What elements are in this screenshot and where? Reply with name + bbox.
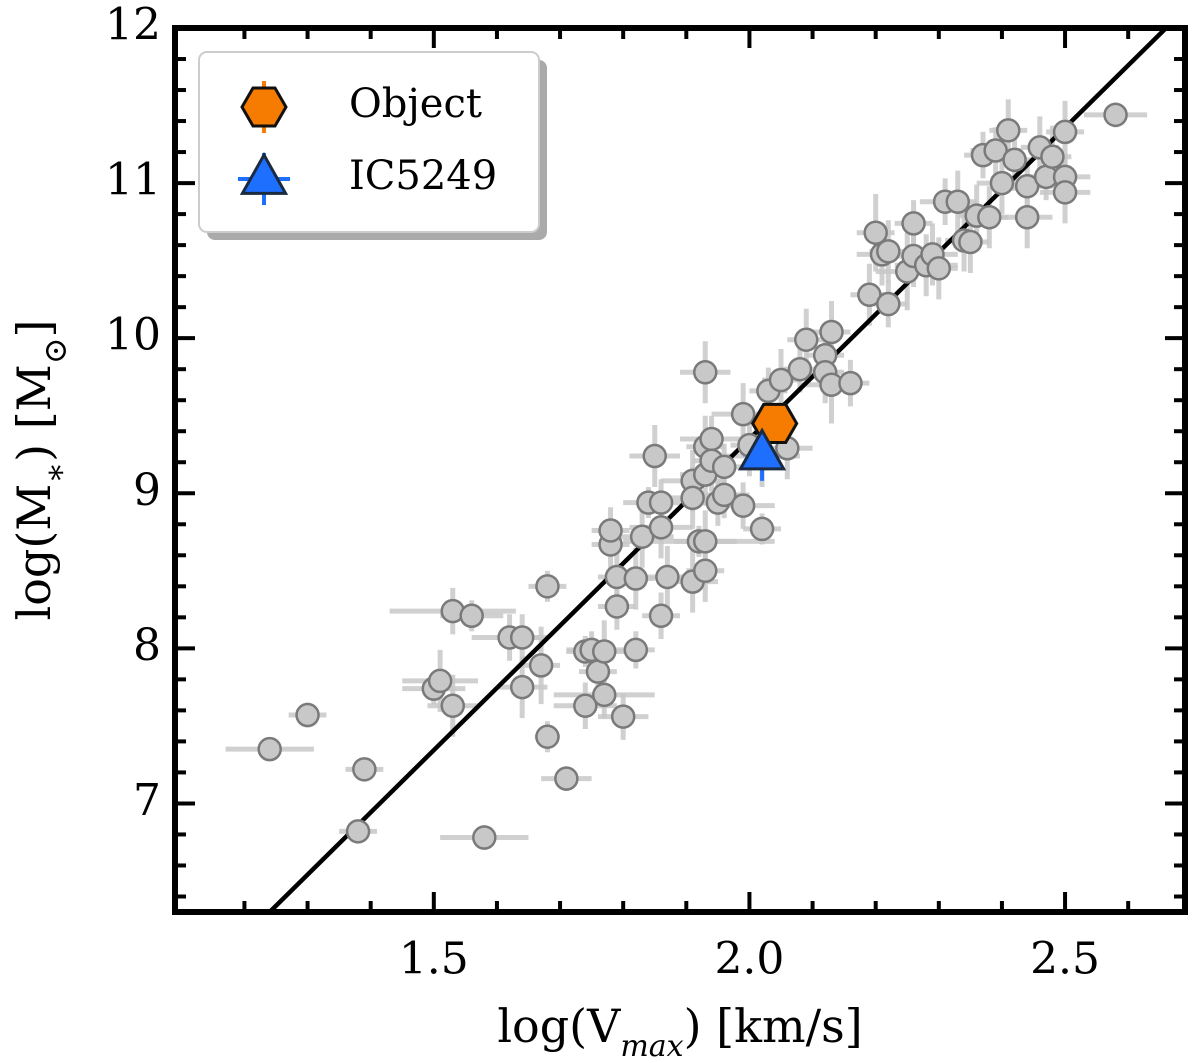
- point: [623, 637, 649, 663]
- point: [592, 639, 617, 664]
- point: [693, 558, 718, 584]
- x-label-part: log(V: [497, 999, 621, 1053]
- point: [794, 327, 819, 352]
- point: [509, 625, 535, 650]
- point: [876, 239, 901, 264]
- point: [730, 493, 756, 518]
- point: [730, 401, 756, 427]
- x-axis-label: log(Vmax) [km/s]: [497, 999, 862, 1063]
- point: [749, 516, 775, 542]
- point: [996, 118, 1021, 143]
- point: [1103, 102, 1128, 128]
- point: [440, 693, 465, 718]
- y-tick-label: 9: [133, 465, 161, 516]
- y-label-sub: ⊙: [36, 337, 74, 364]
- plot-area: [225, 28, 1168, 912]
- legend-box: [198, 51, 540, 233]
- point: [989, 170, 1015, 196]
- y-tick-label: 10: [105, 310, 161, 361]
- point: [592, 682, 617, 708]
- y-tick-label: 8: [133, 620, 161, 671]
- point: [535, 724, 560, 750]
- hexagon-marker: [240, 86, 288, 128]
- point: [876, 291, 901, 317]
- y-label-sub: ∗: [36, 462, 74, 484]
- point: [598, 518, 623, 543]
- x-label-part: ) [km/s]: [684, 999, 863, 1053]
- point: [427, 668, 453, 694]
- point: [648, 515, 674, 540]
- point: [648, 603, 674, 629]
- y-axis-label: log(M∗) [M⊙]: [7, 319, 74, 620]
- point: [295, 702, 320, 728]
- point: [693, 360, 718, 385]
- legend-label: IC5249: [349, 153, 497, 199]
- point: [680, 485, 705, 511]
- legend: Object IC5249: [198, 51, 547, 240]
- point: [648, 490, 674, 515]
- point: [945, 189, 970, 214]
- point: [699, 426, 724, 452]
- point: [554, 766, 579, 791]
- point: [958, 229, 983, 255]
- point: [642, 443, 667, 469]
- point: [977, 204, 1002, 230]
- x-label-sub: max: [620, 1029, 683, 1063]
- point: [926, 256, 952, 281]
- point: [345, 819, 371, 844]
- triangle-marker: [239, 151, 289, 195]
- point: [573, 693, 598, 718]
- point: [655, 564, 680, 590]
- point: [1052, 119, 1078, 145]
- point: [1002, 147, 1027, 173]
- point: [585, 659, 611, 684]
- point: [863, 220, 888, 245]
- point: [693, 529, 718, 554]
- point: [610, 704, 636, 729]
- point: [768, 367, 794, 393]
- point: [459, 603, 484, 629]
- point: [257, 736, 282, 762]
- triangle-marker: [737, 427, 787, 471]
- y-tick-label: 7: [133, 775, 161, 826]
- y-tick-label: 12: [105, 0, 161, 51]
- point: [1014, 204, 1040, 230]
- point: [838, 370, 863, 396]
- point: [509, 674, 535, 700]
- point: [787, 356, 813, 382]
- point: [528, 653, 554, 678]
- point: [535, 574, 560, 599]
- x-tick-label: 2.5: [1030, 934, 1100, 985]
- point: [819, 319, 844, 345]
- point: [604, 594, 630, 619]
- point: [352, 757, 377, 782]
- y-label-part: ]: [7, 319, 61, 337]
- y-label-part: log(M: [7, 484, 61, 621]
- point: [1040, 144, 1065, 169]
- point: [711, 454, 737, 480]
- point: [901, 211, 926, 236]
- x-tick-label: 2.0: [714, 934, 784, 985]
- y-tick-label: 11: [105, 155, 161, 206]
- y-label-part: ) [M: [7, 364, 61, 462]
- x-tick-label: 1.5: [399, 934, 469, 985]
- point: [1052, 180, 1078, 205]
- legend-label: Object: [349, 81, 482, 127]
- point: [623, 566, 649, 591]
- plot-frame: [172, 25, 1188, 915]
- point: [711, 482, 737, 508]
- point: [472, 825, 497, 850]
